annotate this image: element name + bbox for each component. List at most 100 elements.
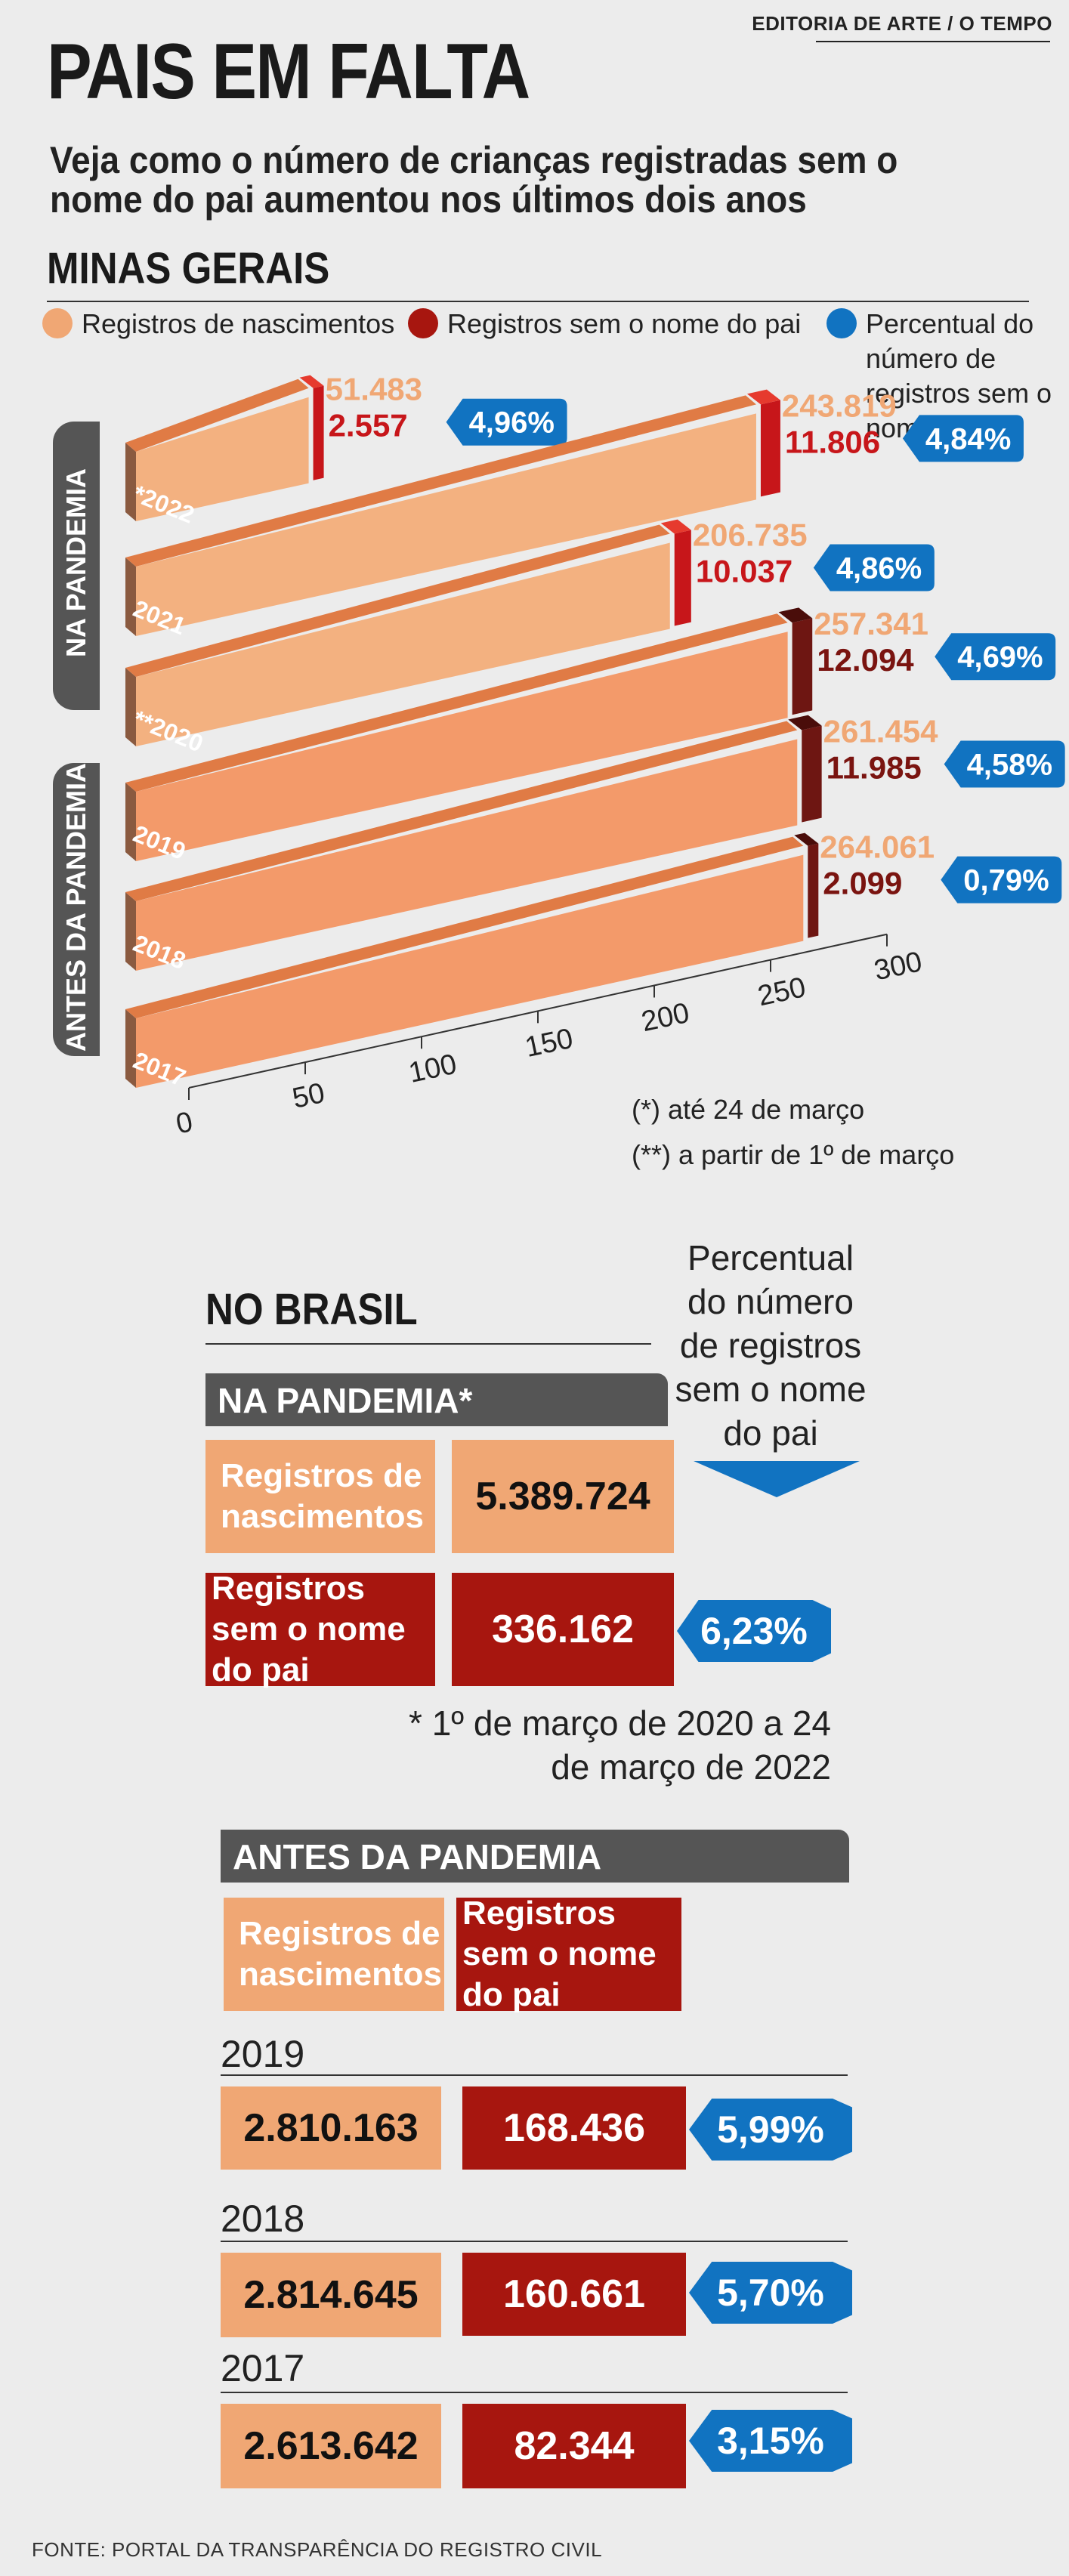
pct-label-2020: 4,86% [836,552,922,585]
bar-side-2020 [125,668,136,746]
bar-no-father-2018 [802,725,822,823]
region-title: MINAS GERAIS [47,244,330,293]
source-note: FONTE: PORTAL DA TRANSPARÊNCIA DO REGIST… [32,2538,603,2561]
page-title: PAIS EM FALTA [47,28,530,116]
before-table-header: ANTES DA PANDEMIA [221,1830,849,1883]
x-tick-label-250: 250 [755,971,808,1012]
legend-swatch-births [42,308,73,338]
pct-badge-bg-2021 [902,415,1024,462]
legend-label-no-father: Registros sem o nome do pai [447,308,802,339]
pct-label-2022: 4,96% [469,406,555,440]
bar-top-2017 [125,836,804,1018]
bar-top-2018 [125,721,798,901]
x-tick-label-200: 200 [638,997,692,1038]
pct-column-header: Percentual do número de registros sem o … [675,1238,867,1453]
x-tick-label-0: 0 [173,1106,195,1140]
chart-note-1: (*) até 24 de março [632,1094,865,1125]
no-father-2018: 160.661 [462,2253,686,2336]
pct-label-2021: 4,84% [925,422,1011,456]
bar-side-2017 [125,1009,136,1088]
bar-no-father-top-2020 [660,519,691,534]
births-label-2020: 206.735 [693,517,808,553]
bar-no-father-2021 [760,400,780,497]
births-label-2022: 51.483 [326,372,422,407]
no-father-2017: 82.344 [462,2404,686,2488]
no-father-label-2020: 10.037 [696,554,792,589]
no-father-label-2018: 11.985 [826,749,922,785]
before-births-label: Registros de nascimentos [224,1898,444,2011]
bar-top-2021 [125,395,756,567]
year-rule-2018 [221,2241,848,2242]
bar-top-2020 [125,524,670,677]
bar-side-2021 [125,558,136,636]
bar-side-2019 [125,783,136,861]
bar-births-2019 [136,632,788,861]
pct-badge-bg-2017 [941,856,1062,903]
legend-swatch-no-father [408,308,438,338]
x-tick-label-150: 150 [522,1023,576,1064]
pct-label-2019: 4,69% [957,641,1043,674]
bar-births-2020 [136,542,670,746]
year-rule-2019 [221,2074,848,2076]
x-tick-label-300: 300 [871,946,925,987]
pct-badge-bg-2018 [944,740,1065,788]
births-2019: 2.810.163 [221,2086,441,2170]
pandemic-no-father-label: Registros sem o nome do pai [205,1570,435,1688]
x-tick-label-50: 50 [289,1077,327,1115]
bar-no-father-2017 [808,843,819,938]
no-father-label-2019: 12.094 [817,642,914,678]
bar-births-2017 [136,854,804,1088]
no-father-label-2021: 11.806 [785,424,880,459]
births-2018: 2.814.645 [221,2253,441,2337]
bar-no-father-top-2017 [794,832,819,846]
bar-side-2022 [125,443,136,521]
births-label-2019: 257.341 [814,606,928,641]
pct-badge-2019: 5,99% [689,2099,852,2161]
pct-badge-bg-2020 [813,544,935,591]
no-father-label-2017: 2.099 [823,866,902,901]
credit: EDITORIA DE ARTE / O TEMPO [752,12,1052,35]
bar-no-father-2022 [313,385,324,480]
pandemic-footnote: * 1º de março de 2020 a 24 de março de 2… [409,1703,831,1787]
bar-top-2019 [125,613,788,792]
pct-label-2017: 0,79% [963,864,1049,897]
pct-header-arrow-icon [694,1461,860,1497]
legend-item-births: Registros de nascimentos [42,307,394,341]
bar-side-2018 [125,892,136,971]
births-label-2021: 243.819 [782,388,897,423]
bar-births-2021 [136,413,756,636]
before-no-father-label: Registros sem o nome do pai [456,1895,681,2013]
bar-no-father-top-2021 [746,389,780,405]
region-rule [47,301,1029,302]
legend-label-births: Registros de nascimentos [82,308,395,339]
brasil-title: NO BRASIL [205,1285,418,1334]
period-bar-before: ANTES DA PANDEMIA [53,763,100,1056]
bar-births-2022 [136,397,309,521]
bar-no-father-top-2019 [778,607,813,623]
year-label-2017: 2017 [221,2347,305,2389]
births-label-2018: 261.454 [823,713,938,749]
credit-rule [816,41,1050,42]
pct-badge-2018: 5,70% [689,2262,852,2324]
no-father-2019: 168.436 [462,2086,686,2170]
bar-no-father-top-2022 [299,375,324,388]
pandemic-no-father-value: 336.162 [452,1573,674,1686]
bar-no-father-top-2018 [788,715,822,730]
bar-no-father-2019 [792,618,813,715]
year-label-2018: 2018 [221,2198,305,2240]
pandemic-pct-badge: 6,23% [677,1600,831,1662]
legend-swatch-pct [826,308,857,338]
brasil-rule [205,1343,651,1345]
pct-badge-bg-2022 [446,398,567,446]
chart-note-2: (**) a partir de 1º de março [632,1139,955,1170]
pandemic-births-label: Registros de nascimentos [205,1440,435,1553]
bar-top-2022 [125,378,309,452]
period-bar-pandemic: NA PANDEMIA [53,422,100,710]
births-label-2017: 264.061 [820,829,935,865]
page-subtitle: Veja como o número de crianças registrad… [50,139,898,221]
births-2017: 2.613.642 [221,2404,441,2488]
year-label-2019: 2019 [221,2033,305,2075]
no-father-label-2022: 2.557 [329,408,408,443]
pct-badge-2017: 3,15% [689,2410,852,2472]
